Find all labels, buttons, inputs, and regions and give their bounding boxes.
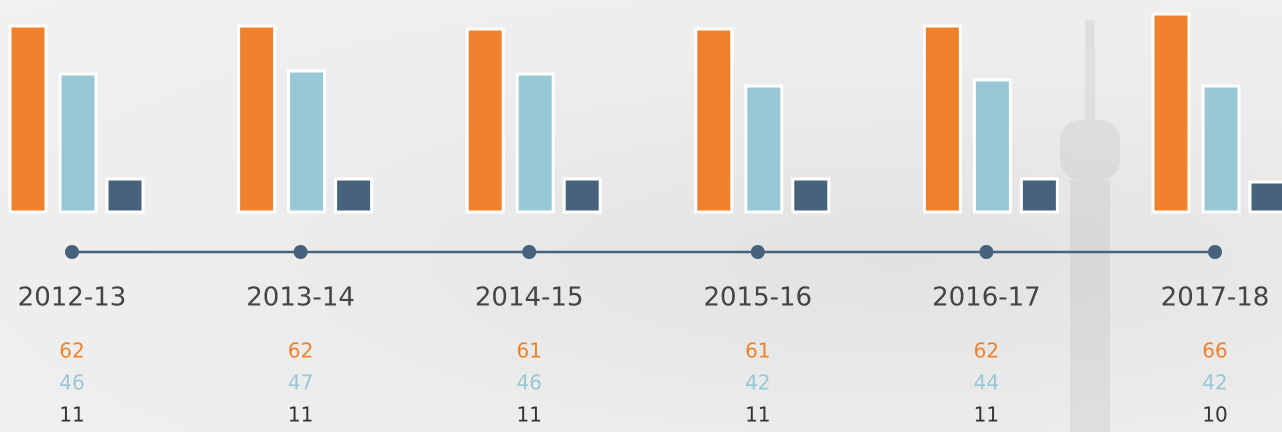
timeline-dot [979,245,994,259]
bar [1019,177,1059,214]
bar [1201,84,1241,214]
value-label: 47 [288,371,313,395]
timeline-dot [522,245,537,259]
value-label: 11 [59,403,84,427]
value-label: 61 [745,339,770,363]
value-label: 61 [516,339,541,363]
value-label: 46 [59,371,84,395]
value-label: 11 [974,403,999,427]
timeline-dot [293,245,308,259]
value-label: 44 [974,371,999,395]
category-label: 2017-18 [1161,283,1270,313]
bar [58,72,98,214]
bar [744,84,784,214]
value-label: 62 [974,339,999,363]
bar [562,177,602,214]
timeline-dot [1208,245,1222,259]
value-label: 66 [1202,339,1227,363]
value-label: 11 [516,403,541,427]
bar [972,78,1012,214]
bar [287,69,327,214]
bar [105,177,145,214]
bar [791,177,831,214]
bar [1248,180,1282,214]
bar [922,24,962,214]
bar [465,27,505,214]
bar [237,24,277,214]
timeline-dot [750,245,765,259]
value-label: 62 [288,339,313,363]
value-label: 62 [59,339,84,363]
category-label: 2016-17 [932,283,1041,313]
timeline-dot [65,245,79,259]
bar [515,72,555,214]
category-label: 2015-16 [703,283,812,313]
bar [334,177,374,214]
value-label: 42 [1202,371,1227,395]
value-label: 11 [288,403,313,427]
value-label: 11 [745,403,770,427]
category-label: 2012-13 [18,283,127,313]
value-label: 42 [745,371,770,395]
value-label: 10 [1202,403,1227,427]
bar [1151,12,1191,214]
category-label: 2014-15 [475,283,584,313]
value-label: 46 [516,371,541,395]
bar [8,24,48,214]
tower-silhouette [1060,20,1120,432]
bar [694,27,734,214]
category-label: 2013-14 [246,283,355,313]
